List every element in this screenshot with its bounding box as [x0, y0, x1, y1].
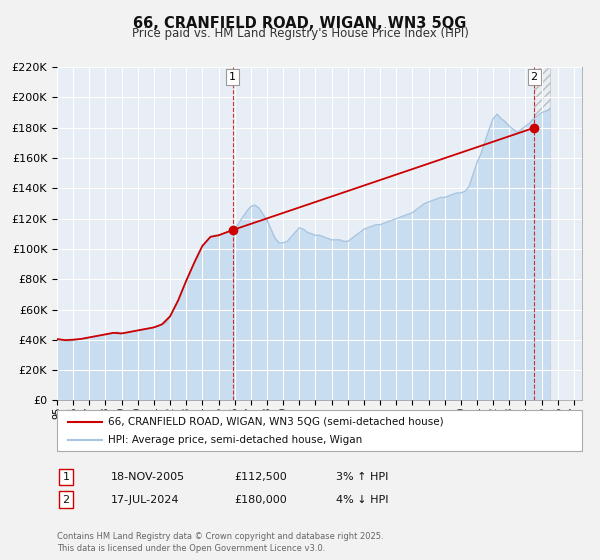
- Text: 3% ↑ HPI: 3% ↑ HPI: [336, 472, 388, 482]
- Text: 4% ↓ HPI: 4% ↓ HPI: [336, 494, 389, 505]
- Text: 66, CRANFIELD ROAD, WIGAN, WN3 5QG (semi-detached house): 66, CRANFIELD ROAD, WIGAN, WN3 5QG (semi…: [108, 417, 443, 427]
- Text: Price paid vs. HM Land Registry's House Price Index (HPI): Price paid vs. HM Land Registry's House …: [131, 27, 469, 40]
- Text: 2: 2: [62, 494, 70, 505]
- Text: 1: 1: [62, 472, 70, 482]
- Text: 66, CRANFIELD ROAD, WIGAN, WN3 5QG: 66, CRANFIELD ROAD, WIGAN, WN3 5QG: [133, 16, 467, 31]
- Text: 1: 1: [229, 72, 236, 82]
- Text: Contains HM Land Registry data © Crown copyright and database right 2025.
This d: Contains HM Land Registry data © Crown c…: [57, 533, 383, 553]
- Text: 17-JUL-2024: 17-JUL-2024: [111, 494, 179, 505]
- Text: £112,500: £112,500: [234, 472, 287, 482]
- Text: 18-NOV-2005: 18-NOV-2005: [111, 472, 185, 482]
- Text: 2: 2: [530, 72, 538, 82]
- Text: HPI: Average price, semi-detached house, Wigan: HPI: Average price, semi-detached house,…: [108, 435, 362, 445]
- Text: £180,000: £180,000: [234, 494, 287, 505]
